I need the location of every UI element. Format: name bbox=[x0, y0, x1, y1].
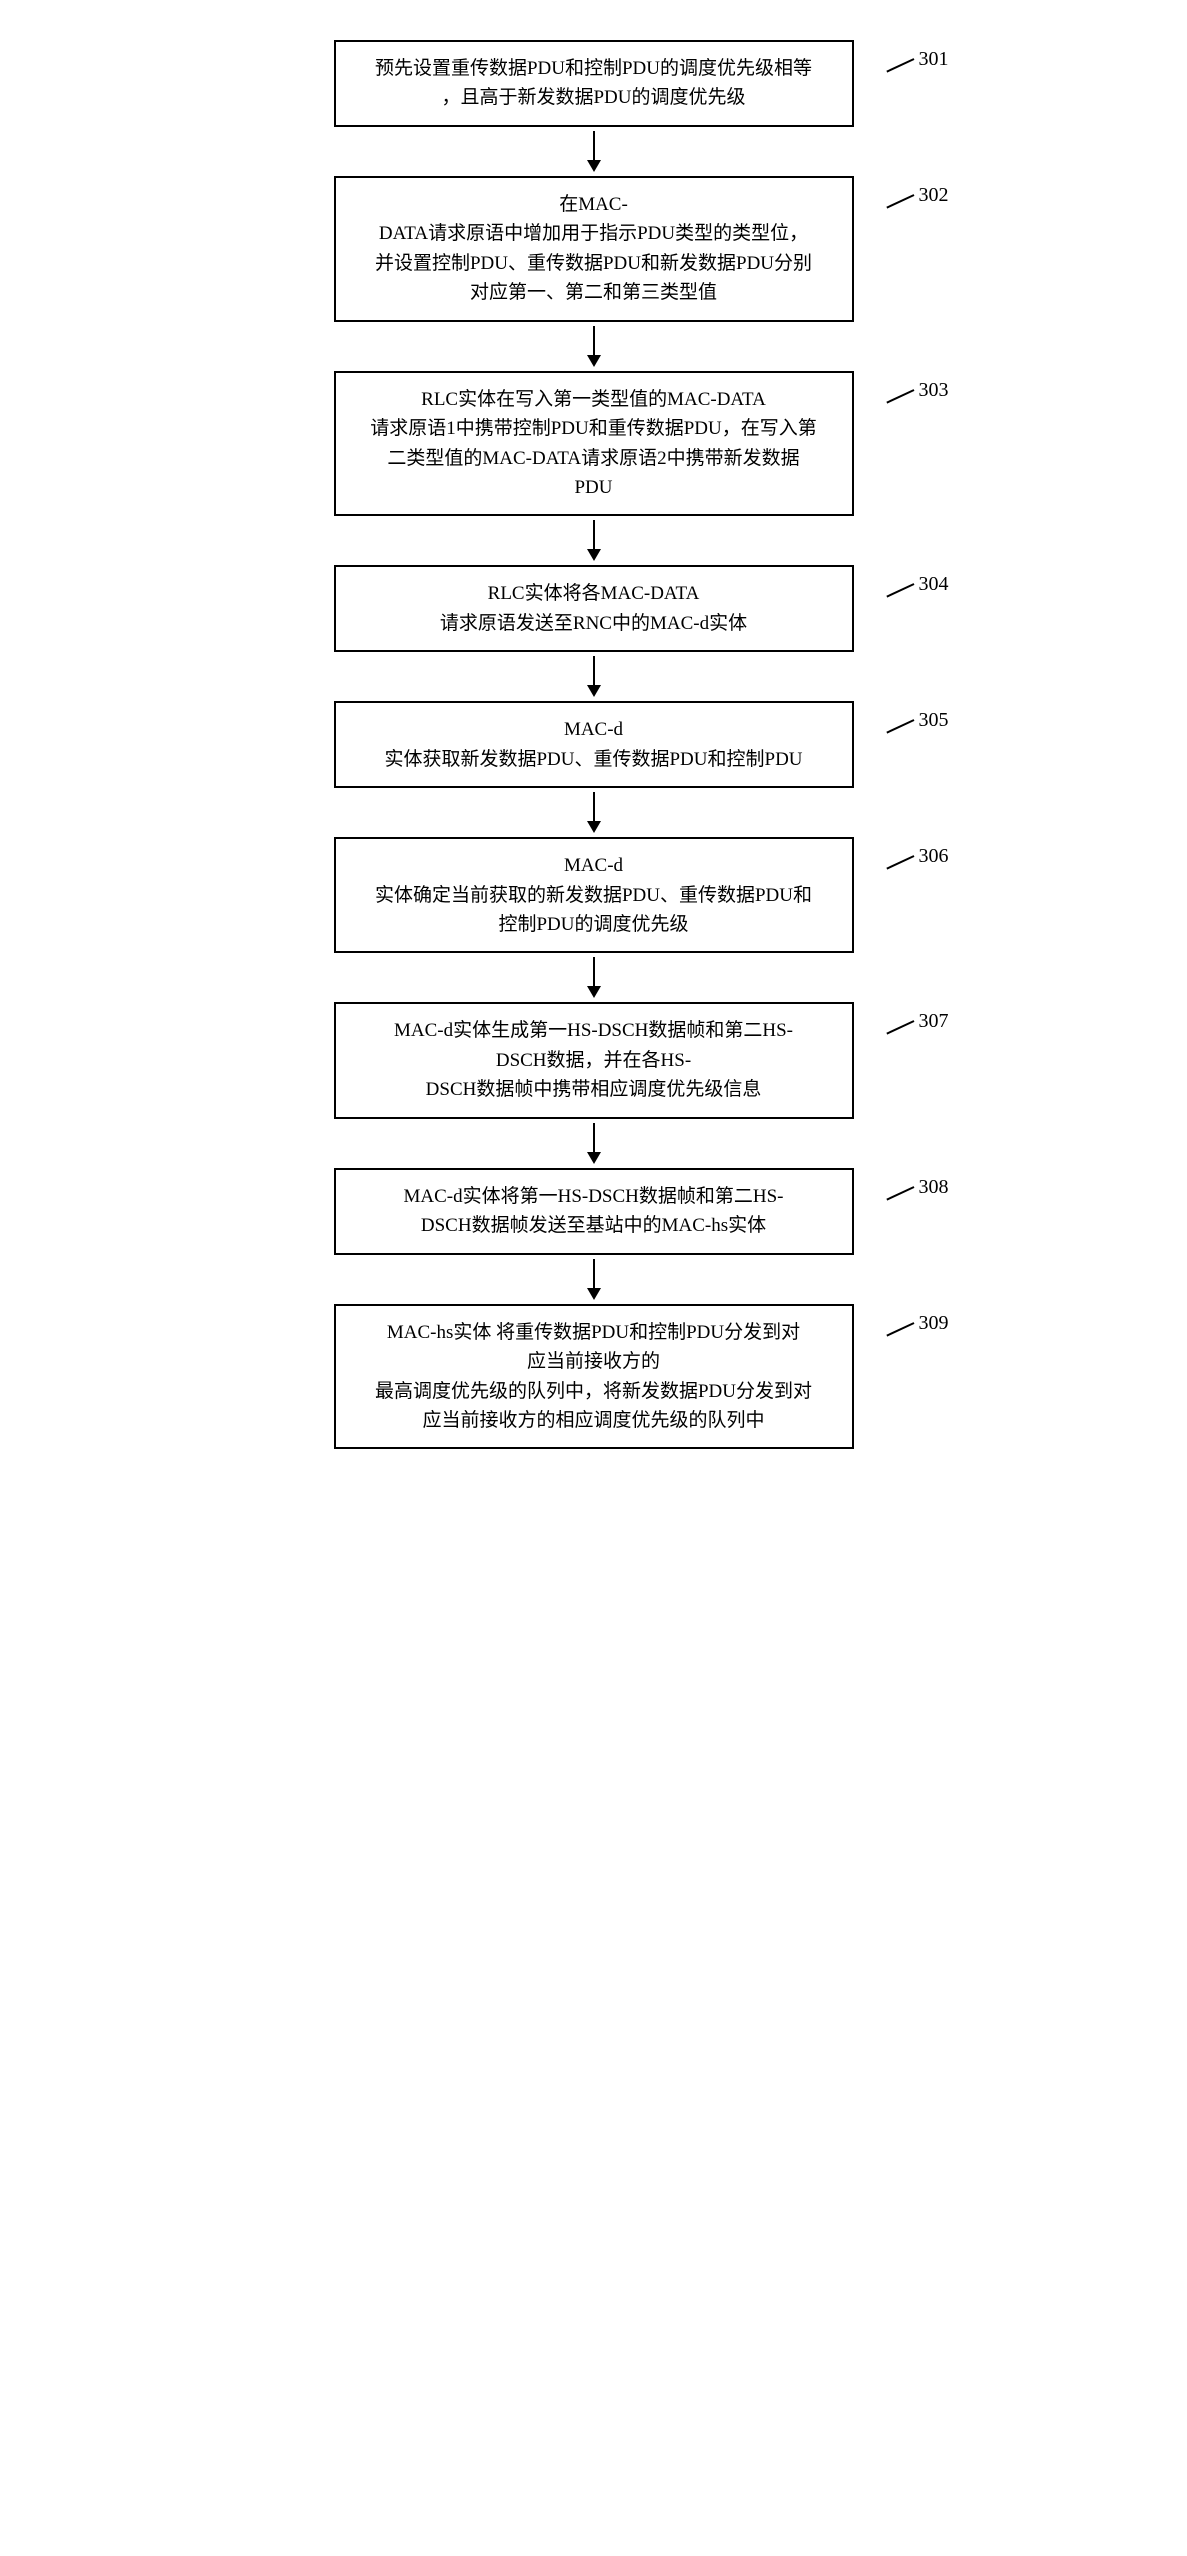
step-label-309: 309 bbox=[919, 1312, 949, 1335]
step-label-307: 307 bbox=[919, 1010, 949, 1033]
step-306-wrap: MAC-d 实体确定当前获取的新发数据PDU、重传数据PDU和 控制PDU的调度… bbox=[294, 837, 894, 953]
step-label-308: 308 bbox=[919, 1176, 949, 1199]
label-line bbox=[886, 1021, 914, 1035]
arrow-down-icon bbox=[587, 986, 601, 998]
arrow-line bbox=[593, 131, 595, 161]
label-line bbox=[886, 58, 914, 72]
label-line bbox=[886, 1186, 914, 1200]
arrow-down-icon bbox=[587, 549, 601, 561]
step-303-wrap: RLC实体在写入第一类型值的MAC-DATA 请求原语1中携带控制PDU和重传数… bbox=[294, 371, 894, 517]
arrow-line bbox=[593, 656, 595, 686]
label-line bbox=[886, 719, 914, 733]
step-label-303: 303 bbox=[919, 379, 949, 402]
step-label-302: 302 bbox=[919, 184, 949, 207]
arrow-line bbox=[593, 957, 595, 987]
arrow-down-icon bbox=[587, 355, 601, 367]
flowchart-container: 预先设置重传数据PDU和控制PDU的调度优先级相等 ，且高于新发数据PDU的调度… bbox=[294, 40, 894, 1449]
label-line bbox=[886, 389, 914, 403]
step-308-wrap: MAC-d实体将第一HS-DSCH数据帧和第二HS- DSCH数据帧发送至基站中… bbox=[294, 1168, 894, 1255]
step-307-wrap: MAC-d实体生成第一HS-DSCH数据帧和第二HS- DSCH数据，并在各HS… bbox=[294, 1002, 894, 1118]
step-box-301: 预先设置重传数据PDU和控制PDU的调度优先级相等 ，且高于新发数据PDU的调度… bbox=[334, 40, 854, 127]
step-label-305: 305 bbox=[919, 709, 949, 732]
step-302-wrap: 在MAC- DATA请求原语中增加用于指示PDU类型的类型位， 并设置控制PDU… bbox=[294, 176, 894, 322]
label-line bbox=[886, 194, 914, 208]
arrow-line bbox=[593, 326, 595, 356]
step-304-wrap: RLC实体将各MAC-DATA 请求原语发送至RNC中的MAC-d实体 304 bbox=[294, 565, 894, 652]
step-box-306: MAC-d 实体确定当前获取的新发数据PDU、重传数据PDU和 控制PDU的调度… bbox=[334, 837, 854, 953]
arrow-connector bbox=[587, 656, 601, 697]
arrow-down-icon bbox=[587, 685, 601, 697]
step-box-307: MAC-d实体生成第一HS-DSCH数据帧和第二HS- DSCH数据，并在各HS… bbox=[334, 1002, 854, 1118]
step-label-304: 304 bbox=[919, 573, 949, 596]
arrow-line bbox=[593, 792, 595, 822]
step-box-303: RLC实体在写入第一类型值的MAC-DATA 请求原语1中携带控制PDU和重传数… bbox=[334, 371, 854, 517]
arrow-line bbox=[593, 1123, 595, 1153]
step-301-wrap: 预先设置重传数据PDU和控制PDU的调度优先级相等 ，且高于新发数据PDU的调度… bbox=[294, 40, 894, 127]
arrow-line bbox=[593, 1259, 595, 1289]
arrow-down-icon bbox=[587, 160, 601, 172]
step-box-309: MAC-hs实体 将重传数据PDU和控制PDU分发到对 应当前接收方的 最高调度… bbox=[334, 1304, 854, 1450]
arrow-down-icon bbox=[587, 1152, 601, 1164]
arrow-connector bbox=[587, 1123, 601, 1164]
arrow-connector bbox=[587, 957, 601, 998]
arrow-line bbox=[593, 520, 595, 550]
step-305-wrap: MAC-d 实体获取新发数据PDU、重传数据PDU和控制PDU 305 bbox=[294, 701, 894, 788]
step-309-wrap: MAC-hs实体 将重传数据PDU和控制PDU分发到对 应当前接收方的 最高调度… bbox=[294, 1304, 894, 1450]
step-box-308: MAC-d实体将第一HS-DSCH数据帧和第二HS- DSCH数据帧发送至基站中… bbox=[334, 1168, 854, 1255]
step-box-305: MAC-d 实体获取新发数据PDU、重传数据PDU和控制PDU bbox=[334, 701, 854, 788]
step-label-306: 306 bbox=[919, 845, 949, 868]
arrow-connector bbox=[587, 520, 601, 561]
step-box-302: 在MAC- DATA请求原语中增加用于指示PDU类型的类型位， 并设置控制PDU… bbox=[334, 176, 854, 322]
step-box-304: RLC实体将各MAC-DATA 请求原语发送至RNC中的MAC-d实体 bbox=[334, 565, 854, 652]
label-line bbox=[886, 1322, 914, 1336]
arrow-down-icon bbox=[587, 1288, 601, 1300]
label-line bbox=[886, 855, 914, 869]
label-line bbox=[886, 583, 914, 597]
arrow-down-icon bbox=[587, 821, 601, 833]
arrow-connector bbox=[587, 792, 601, 833]
arrow-connector bbox=[587, 326, 601, 367]
arrow-connector bbox=[587, 1259, 601, 1300]
step-label-301: 301 bbox=[919, 48, 949, 71]
arrow-connector bbox=[587, 131, 601, 172]
